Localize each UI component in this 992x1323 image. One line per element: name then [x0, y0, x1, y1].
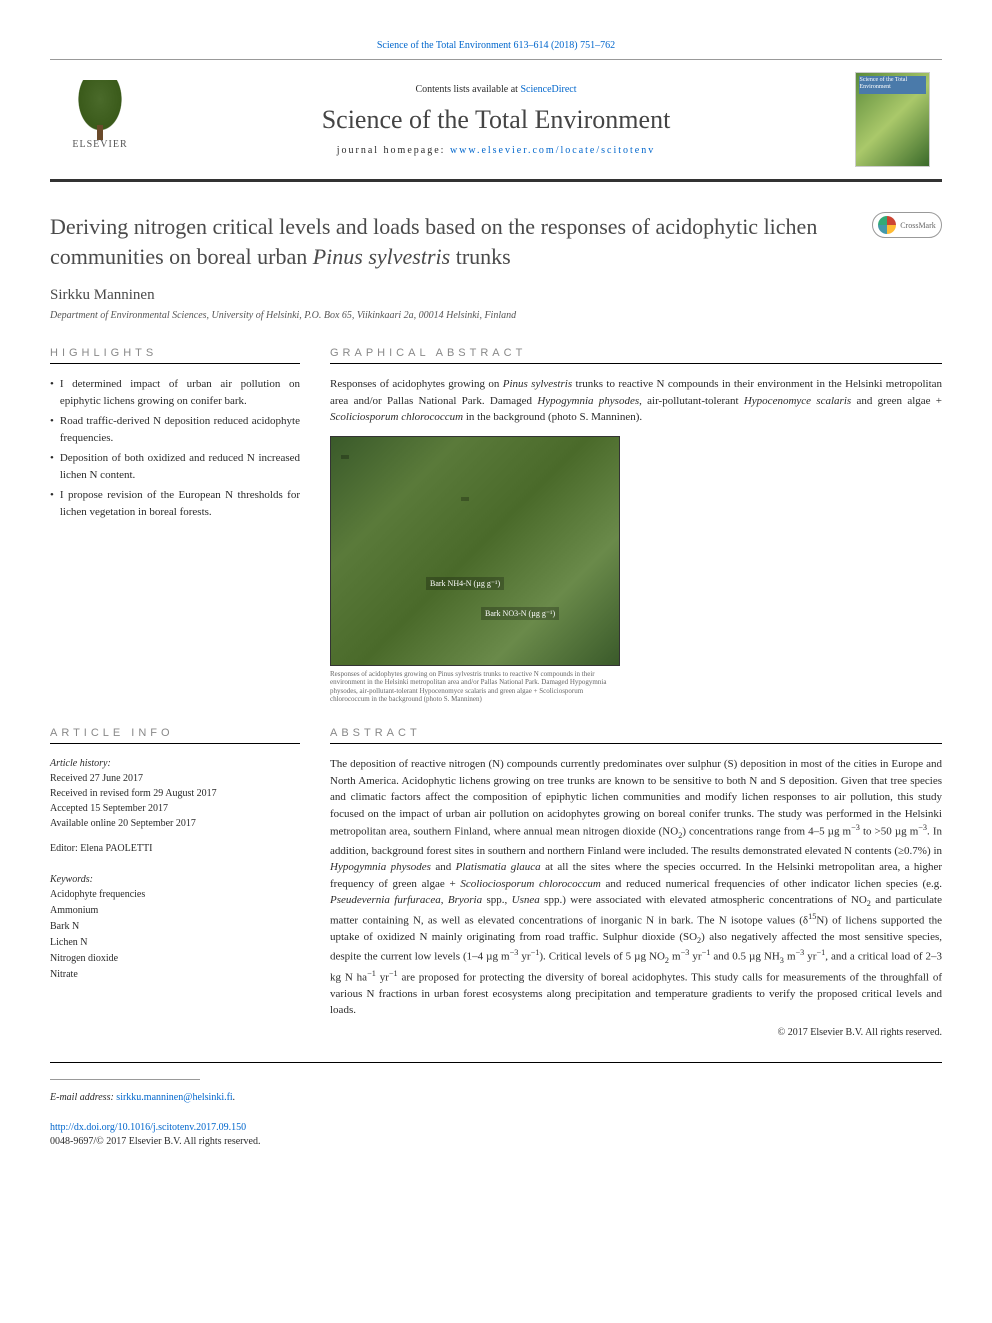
- doi-block: http://dx.doi.org/10.1016/j.scitotenv.20…: [50, 1121, 942, 1149]
- keywords-list: Acidophyte frequenciesAmmoniumBark NLich…: [50, 887, 300, 983]
- history-label: Article history:: [50, 756, 300, 771]
- graph-overlay-label: [341, 455, 349, 459]
- abstract-column: ABSTRACT The deposition of reactive nitr…: [330, 727, 942, 1037]
- info-abstract-row: ARTICLE INFO Article history: Received 2…: [50, 727, 942, 1037]
- abstract-heading: ABSTRACT: [330, 727, 942, 744]
- author-email-link[interactable]: sirkku.manninen@helsinki.fi: [116, 1092, 232, 1103]
- highlights-heading: HIGHLIGHTS: [50, 347, 300, 364]
- issn-copyright: 0048-9697/© 2017 Elsevier B.V. All right…: [50, 1136, 260, 1147]
- contents-prefix: Contents lists available at: [415, 84, 520, 95]
- footer-divider: [50, 1062, 942, 1063]
- keyword: Ammonium: [50, 903, 300, 919]
- journal-homepage-link[interactable]: www.elsevier.com/locate/scitotenv: [450, 145, 655, 156]
- journal-cover-thumbnail: Science of the Total Environment: [855, 72, 930, 167]
- graphical-abstract-column: GRAPHICAL ABSTRACT Responses of acidophy…: [330, 347, 942, 703]
- doi-link[interactable]: http://dx.doi.org/10.1016/j.scitotenv.20…: [50, 1122, 246, 1133]
- title-row: Deriving nitrogen critical levels and lo…: [50, 212, 942, 271]
- history-line: Available online 20 September 2017: [50, 816, 300, 831]
- highlights-item: I determined impact of urban air polluti…: [50, 376, 300, 409]
- history-line: Received in revised form 29 August 2017: [50, 786, 300, 801]
- email-line: E-mail address: sirkku.manninen@helsinki…: [50, 1092, 942, 1103]
- elsevier-tree-icon: [75, 80, 125, 135]
- title-suffix: trunks: [450, 244, 511, 269]
- footnote-rule: [50, 1079, 200, 1080]
- crossmark-label: CrossMark: [900, 221, 936, 230]
- highlights-column: HIGHLIGHTS I determined impact of urban …: [50, 347, 300, 703]
- publisher-logo-block: ELSEVIER: [50, 80, 150, 160]
- title-species: Pinus sylvestris: [313, 244, 451, 269]
- email-label: E-mail address:: [50, 1092, 116, 1103]
- graph-overlay-label: Bark NO3-N (µg g⁻¹): [481, 607, 559, 620]
- highlights-list: I determined impact of urban air polluti…: [50, 376, 300, 520]
- graphical-abstract-text: Responses of acidophytes growing on Pinu…: [330, 376, 942, 426]
- history-lines: Received 27 June 2017Received in revised…: [50, 771, 300, 831]
- keyword: Acidophyte frequencies: [50, 887, 300, 903]
- publisher-name: ELSEVIER: [72, 139, 127, 150]
- keyword: Lichen N: [50, 935, 300, 951]
- highlights-graphical-row: HIGHLIGHTS I determined impact of urban …: [50, 347, 942, 703]
- abstract-copyright: © 2017 Elsevier B.V. All rights reserved…: [330, 1027, 942, 1038]
- highlights-item: Deposition of both oxidized and reduced …: [50, 450, 300, 483]
- contents-available-line: Contents lists available at ScienceDirec…: [150, 84, 842, 95]
- abstract-body: The deposition of reactive nitrogen (N) …: [330, 756, 942, 1018]
- crossmark-badge[interactable]: CrossMark: [872, 212, 942, 238]
- journal-name: Science of the Total Environment: [150, 105, 842, 135]
- keyword: Bark N: [50, 919, 300, 935]
- history-line: Received 27 June 2017: [50, 771, 300, 786]
- keyword: Nitrogen dioxide: [50, 951, 300, 967]
- sciencedirect-link[interactable]: ScienceDirect: [520, 84, 576, 95]
- header-center: Contents lists available at ScienceDirec…: [150, 84, 842, 156]
- author-affiliation: Department of Environmental Sciences, Un…: [50, 310, 942, 321]
- article-info-block: Article history: Received 27 June 2017Re…: [50, 756, 300, 983]
- graphical-abstract-image: Bark NH4-N (µg g⁻¹) Bark NO3-N (µg g⁻¹): [330, 436, 620, 666]
- highlights-item: I propose revision of the European N thr…: [50, 487, 300, 520]
- highlights-item: Road traffic-derived N deposition reduce…: [50, 413, 300, 446]
- graph-overlay-label: [461, 497, 469, 501]
- editor-label: Editor:: [50, 843, 80, 854]
- journal-header: ELSEVIER Contents lists available at Sci…: [50, 59, 942, 182]
- keywords-label: Keywords:: [50, 872, 300, 887]
- crossmark-icon: [878, 216, 896, 234]
- journal-reference: Science of the Total Environment 613–614…: [50, 40, 942, 51]
- editor-name: Elena PAOLETTI: [80, 843, 152, 854]
- elsevier-logo: ELSEVIER: [65, 80, 135, 160]
- cover-thumbnail-block: Science of the Total Environment: [842, 72, 942, 167]
- keyword: Nitrate: [50, 967, 300, 983]
- article-info-heading: ARTICLE INFO: [50, 727, 300, 744]
- homepage-prefix: journal homepage:: [337, 145, 450, 156]
- editor-line: Editor: Elena PAOLETTI: [50, 841, 300, 856]
- author-name: Sirkku Manninen: [50, 287, 942, 304]
- graphical-abstract-heading: GRAPHICAL ABSTRACT: [330, 347, 942, 364]
- journal-homepage-line: journal homepage: www.elsevier.com/locat…: [150, 145, 842, 156]
- article-info-column: ARTICLE INFO Article history: Received 2…: [50, 727, 300, 1037]
- article-title: Deriving nitrogen critical levels and lo…: [50, 212, 872, 271]
- graphical-abstract-caption: Responses of acidophytes growing on Pinu…: [330, 670, 620, 704]
- history-line: Accepted 15 September 2017: [50, 801, 300, 816]
- graph-overlay-label: Bark NH4-N (µg g⁻¹): [426, 577, 504, 590]
- cover-thumb-title: Science of the Total Environment: [860, 77, 929, 90]
